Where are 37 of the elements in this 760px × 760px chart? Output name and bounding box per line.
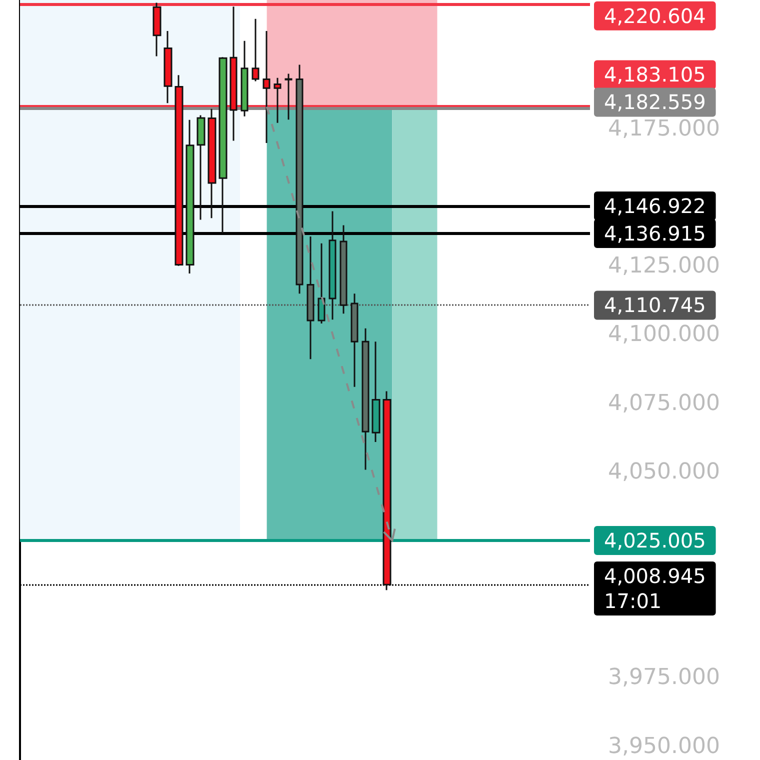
ref-line-label: 4,182.559 [604, 90, 706, 114]
ref-line-label: 4,146.922 [604, 194, 706, 218]
candlestick [230, 6, 238, 142]
candlestick [372, 340, 380, 443]
candlestick [186, 119, 194, 274]
y-tick-label: 4,050.000 [608, 459, 720, 484]
candlestick [274, 77, 282, 124]
candlestick [174, 74, 184, 267]
ref-line-label: 4,008.945 17:01 [604, 564, 706, 614]
candlestick [328, 210, 336, 320]
ref-line-label: 4,136.915 [604, 221, 706, 246]
y-tick-label: 3,950.000 [608, 734, 720, 759]
candlestick [208, 108, 216, 219]
ref-line-label: 4,183.105 [604, 62, 706, 87]
candlestick [382, 390, 392, 591]
candlestick [218, 56, 228, 234]
ref-line-label: 4,025.005 [604, 528, 706, 552]
ref-line-label: 4,220.604 [604, 4, 706, 28]
candlestick [362, 328, 370, 470]
candlestick [296, 64, 304, 294]
y-tick-label: 4,125.000 [608, 254, 720, 279]
candlestick [152, 2, 162, 57]
candlestick [318, 242, 326, 324]
y-tick-label: 3,975.000 [608, 665, 720, 690]
y-tick-label: 4,100.000 [608, 322, 720, 348]
candlestick [196, 114, 206, 221]
candlestick [164, 30, 172, 104]
y-tick-label: 4,175.000 [608, 116, 720, 142]
ref-line-label: 4,110.745 [604, 293, 706, 318]
candlestick [240, 40, 248, 118]
candlestick [306, 236, 314, 360]
y-tick-label: 4,075.000 [608, 390, 720, 416]
candlestick [252, 18, 260, 82]
candlestick [350, 292, 358, 388]
candlestick [284, 73, 292, 120]
candlestick [340, 224, 348, 314]
candlestick [262, 30, 270, 144]
